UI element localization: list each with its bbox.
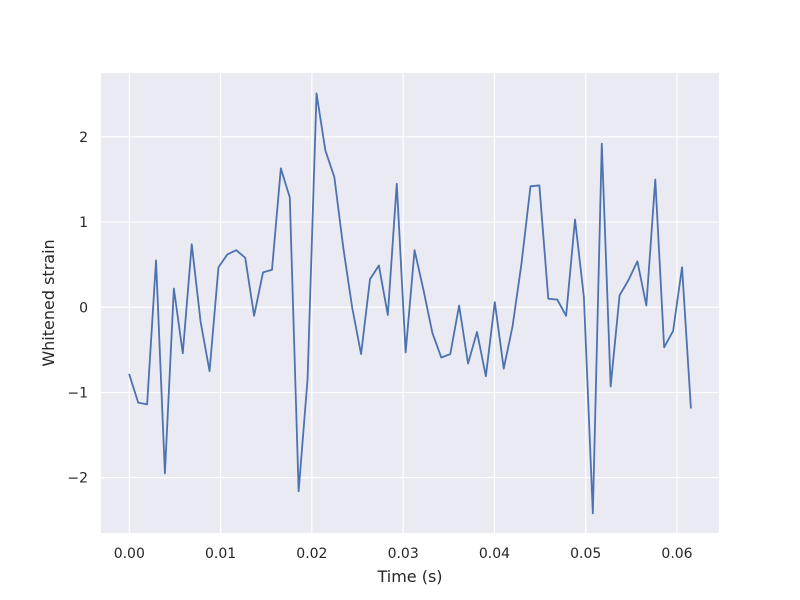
series-line <box>128 92 692 515</box>
y-tick-label: −1 <box>67 385 88 401</box>
x-tick-label: 0.01 <box>205 546 236 562</box>
x-axis-label: Time (s) <box>376 567 442 586</box>
y-tick-label: −2 <box>67 471 88 487</box>
y-tick-label: 0 <box>79 300 88 316</box>
x-tick-label: 0.05 <box>570 546 601 562</box>
x-gridlines <box>128 73 678 533</box>
y-axis-label: Whitened strain <box>39 239 58 366</box>
y-tick-labels: −2 −1 0 1 2 <box>67 130 88 487</box>
x-tick-label: 0.00 <box>114 546 145 562</box>
x-tick-label: 0.06 <box>661 546 692 562</box>
x-tick-labels: 0.00 0.01 0.02 0.03 0.04 0.05 0.06 <box>114 546 693 562</box>
y-tick-label: 1 <box>79 215 88 231</box>
x-tick-label: 0.04 <box>479 546 510 562</box>
y-tick-label: 2 <box>79 130 88 146</box>
x-tick-label: 0.03 <box>388 546 419 562</box>
x-tick-label: 0.02 <box>296 546 327 562</box>
